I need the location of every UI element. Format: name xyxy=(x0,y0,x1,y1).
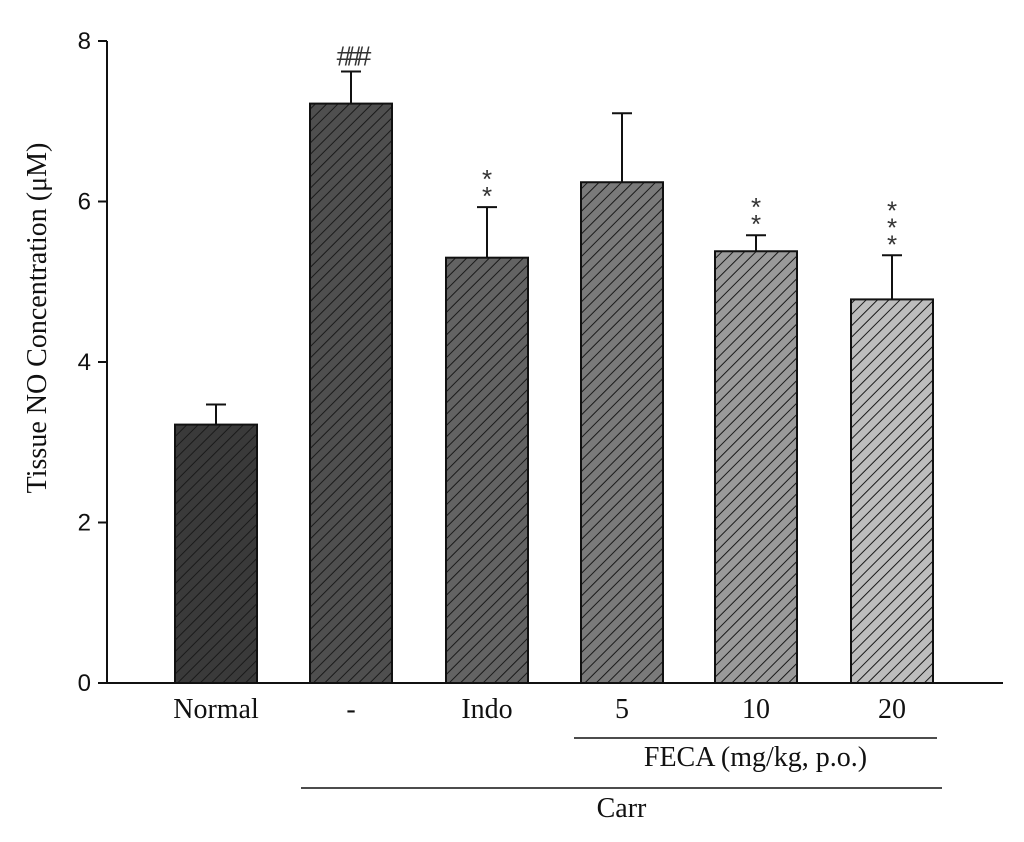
bar xyxy=(580,181,664,685)
y-tick-label: 2 xyxy=(78,510,91,537)
y-tick-label: 0 xyxy=(78,670,91,697)
significance-mark: * * * xyxy=(887,195,897,259)
x-tick-label: 5 xyxy=(615,694,629,725)
x-tick-label: Indo xyxy=(461,694,512,725)
group-label: FECA (mg/kg, p.o.) xyxy=(644,742,867,773)
bar xyxy=(714,250,798,684)
error-bars xyxy=(206,70,902,425)
bar xyxy=(445,256,529,684)
y-axis-label: Tissue NO Concentration (μM) xyxy=(22,143,53,494)
y-tick-label: 8 xyxy=(78,28,91,55)
x-tick-labels: Normal - Indo 5 10 20 xyxy=(173,694,906,725)
y-tick-label: 4 xyxy=(78,349,91,376)
significance-mark: * * xyxy=(751,192,761,239)
bars xyxy=(174,102,934,685)
y-tick-label: 6 xyxy=(78,189,91,216)
group-label: Carr xyxy=(597,793,647,824)
bar xyxy=(174,423,258,684)
x-tick-label: - xyxy=(346,694,355,725)
y-axis: 0 2 4 6 8 xyxy=(78,28,108,697)
bar xyxy=(309,102,393,685)
significance-mark: * * xyxy=(482,164,492,211)
group-labels: FECA (mg/kg, p.o.) Carr xyxy=(301,737,942,824)
significance-mark: ### xyxy=(337,40,372,71)
x-tick-label: 20 xyxy=(878,694,906,725)
x-tick-label: Normal xyxy=(173,694,259,725)
x-tick-label: 10 xyxy=(742,694,770,725)
bar xyxy=(850,298,934,684)
